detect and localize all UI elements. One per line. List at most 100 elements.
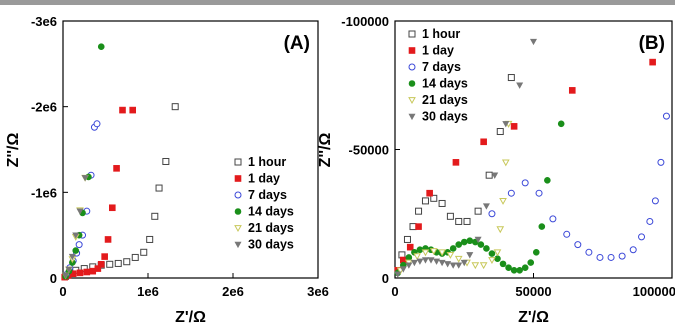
- y-tick-label: 0: [50, 271, 57, 286]
- data-point: [438, 199, 446, 207]
- legend-label: 14 days: [248, 205, 294, 219]
- data-point: [499, 198, 507, 205]
- data-point: [535, 189, 543, 197]
- data-point: [421, 249, 430, 257]
- legend-marker: [408, 63, 416, 71]
- legend-marker: [408, 80, 416, 87]
- x-tick-label: 2e6: [222, 284, 244, 299]
- data-point: [549, 215, 557, 223]
- data-point: [72, 247, 80, 254]
- legend-marker: [234, 191, 242, 199]
- data-point: [493, 249, 502, 257]
- series-30-days: [394, 38, 538, 278]
- data-point: [474, 236, 482, 244]
- data-point: [516, 82, 524, 89]
- data-point: [455, 262, 463, 269]
- data-point: [131, 253, 139, 261]
- data-point: [421, 197, 429, 205]
- data-point: [488, 210, 496, 218]
- data-point: [618, 252, 626, 260]
- data-point: [438, 249, 446, 257]
- y-tick-label: -2e6: [31, 100, 57, 115]
- chart-panel-b: 0 50000 100000 0 -50000 -100000 Z'/Ω Z''/Ω (B) 1 …: [317, 14, 675, 326]
- data-point: [75, 241, 83, 249]
- data-point: [466, 252, 474, 259]
- data-point: [521, 179, 529, 187]
- data-point: [449, 262, 457, 269]
- x-axis-label: Z'/Ω: [175, 309, 206, 326]
- data-point: [501, 159, 510, 167]
- y-axis-label: Z''/Ω: [317, 133, 334, 168]
- data-point: [146, 235, 154, 243]
- data-point: [491, 172, 499, 179]
- chart-panel-a: 0 1e6 2e6 3e6 0 -1e6 -2e6 -3e6 Z'/Ω Z''/Ω (A) 1 hou…: [5, 14, 329, 326]
- data-point: [433, 258, 441, 265]
- data-point: [113, 165, 120, 172]
- legend-label: 14 days: [422, 77, 468, 91]
- series-14-days: [394, 120, 565, 277]
- data-point: [72, 232, 80, 239]
- data-point: [65, 266, 73, 274]
- data-point: [629, 246, 637, 254]
- y-tick-label: 0: [382, 271, 389, 286]
- legend-marker: [408, 97, 416, 105]
- data-point: [651, 197, 659, 205]
- y-tick-label: -50000: [349, 143, 389, 158]
- data-point: [62, 272, 70, 280]
- data-point: [119, 106, 126, 114]
- data-point: [106, 260, 114, 268]
- x-tick-label: 3e6: [307, 284, 329, 299]
- data-point: [482, 203, 490, 210]
- data-point: [452, 159, 460, 166]
- data-point: [454, 255, 463, 263]
- legend-marker: [408, 47, 416, 54]
- data-point: [585, 248, 593, 256]
- data-point: [76, 208, 84, 215]
- data-point: [430, 194, 438, 202]
- data-point: [162, 157, 170, 165]
- data-point: [474, 207, 482, 215]
- data-point: [529, 38, 538, 46]
- data-point: [399, 266, 407, 273]
- data-point: [76, 269, 84, 277]
- data-point: [403, 235, 411, 243]
- series-1-day: [394, 58, 656, 274]
- legend-marker: [408, 113, 416, 121]
- data-point: [429, 248, 438, 256]
- data-point: [449, 245, 457, 252]
- legend-marker: [234, 158, 242, 166]
- data-point: [104, 236, 112, 243]
- legend-label: 30 days: [248, 238, 294, 252]
- data-point: [479, 262, 488, 270]
- data-point: [496, 226, 505, 234]
- data-point: [521, 264, 529, 272]
- data-point: [394, 271, 402, 278]
- x-tick-label: 100000: [633, 284, 675, 299]
- data-point: [421, 257, 429, 264]
- data-point: [662, 112, 670, 120]
- legend: 1 hour 1 day 7 days 14 days 21 days 30 days: [234, 155, 294, 252]
- data-point: [496, 128, 504, 136]
- plot-frame: [62, 20, 319, 279]
- x-tick-label: 0: [59, 284, 66, 299]
- series-7-days: [62, 120, 101, 279]
- data-point: [460, 259, 468, 267]
- data-point: [646, 217, 654, 225]
- data-point: [410, 259, 418, 267]
- legend-marker: [234, 208, 242, 215]
- series-1-hour: [398, 74, 515, 259]
- top-rule: [0, 0, 675, 5]
- panel-label: (B): [639, 33, 665, 54]
- data-point: [466, 237, 474, 245]
- data-point: [93, 120, 101, 128]
- data-point: [460, 238, 468, 246]
- data-point: [568, 87, 576, 94]
- data-point: [129, 106, 136, 114]
- legend-marker: [234, 225, 242, 233]
- data-point: [123, 258, 131, 266]
- data-point: [516, 266, 523, 274]
- data-point: [427, 257, 435, 264]
- data-point: [446, 212, 454, 220]
- data-point: [426, 189, 433, 197]
- data-point: [415, 207, 423, 215]
